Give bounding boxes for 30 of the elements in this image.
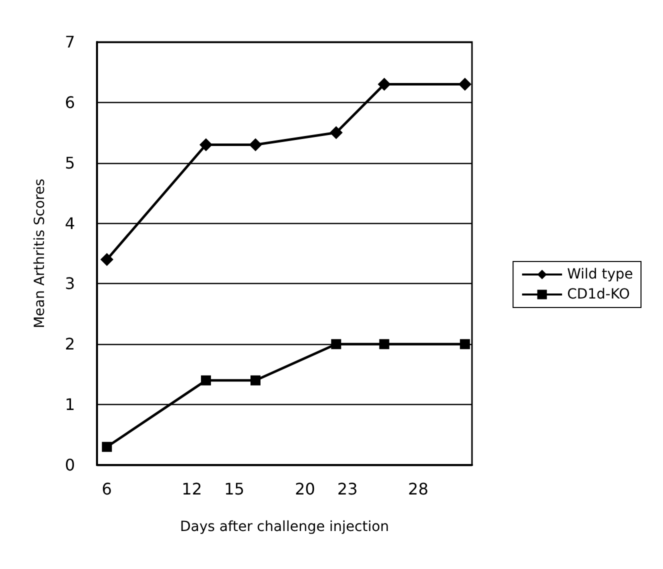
y-tick-label: 4: [64, 214, 75, 233]
point: [250, 375, 260, 386]
y-tick-label: 6: [64, 92, 75, 112]
x-tick-label: 15: [224, 480, 244, 498]
x-tick-label: 23: [337, 480, 358, 498]
y-tick-label: 2: [64, 334, 75, 354]
point: [330, 126, 343, 140]
x-tick-label: 6: [102, 480, 112, 498]
x-tick-label: 28: [408, 480, 428, 498]
y-tick-label: 0: [64, 456, 75, 474]
legend-label: Wild type: [567, 266, 634, 282]
y-tick-label: 3: [64, 274, 75, 294]
point: [200, 375, 211, 386]
y-tick-label: 7: [64, 32, 75, 52]
point: [460, 339, 470, 350]
x-tick-label: 20: [294, 480, 316, 498]
point: [100, 253, 114, 266]
point: [102, 442, 112, 452]
point: [378, 78, 391, 91]
point: [379, 339, 390, 350]
point: [199, 138, 212, 152]
point: [458, 78, 472, 91]
y-tick-label: 1: [64, 395, 75, 414]
point: [248, 138, 262, 152]
x-axis-title: Days after challenge injection: [180, 519, 390, 535]
point: [331, 339, 342, 350]
y-tick-label: 5: [64, 153, 75, 172]
legend-label: CD1d-KO: [567, 286, 630, 302]
x-tick-label: 12: [182, 480, 202, 498]
y-axis-title: Mean Arthritis Scores: [32, 178, 48, 328]
